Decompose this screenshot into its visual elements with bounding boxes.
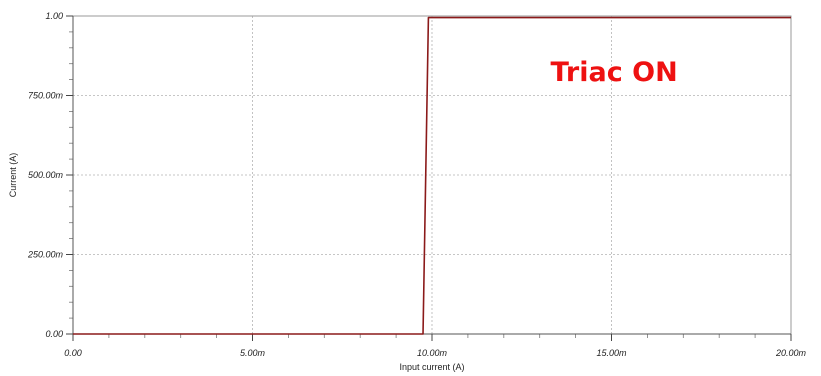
x-tick-label: 0.00	[64, 348, 82, 358]
x-tick-label: 5.00m	[240, 348, 266, 358]
y-tick-label: 500.00m	[28, 170, 64, 180]
annotation-triac-on: Triac ON	[550, 57, 677, 88]
x-tick-label: 20.00m	[775, 348, 807, 358]
x-tick-label: 15.00m	[596, 348, 627, 358]
series-line	[73, 16, 791, 335]
y-tick-label: 1.00	[45, 11, 63, 21]
y-tick-label: 750.00m	[28, 91, 64, 101]
y-tick-label: 0.00	[45, 329, 63, 339]
y-axis-label: Current (A)	[8, 153, 18, 198]
x-tick-label: 10.00m	[417, 348, 448, 358]
x-axis-label: Input current (A)	[399, 362, 464, 372]
series-layer	[73, 16, 791, 335]
y-tick-label: 250.00m	[27, 250, 64, 260]
annotations: Triac ON	[550, 57, 677, 88]
tick-labels: 0.00 5.00m 10.00m 15.00m 20.00m 0.00 250.00m 50…	[27, 11, 807, 358]
grid	[73, 16, 791, 334]
